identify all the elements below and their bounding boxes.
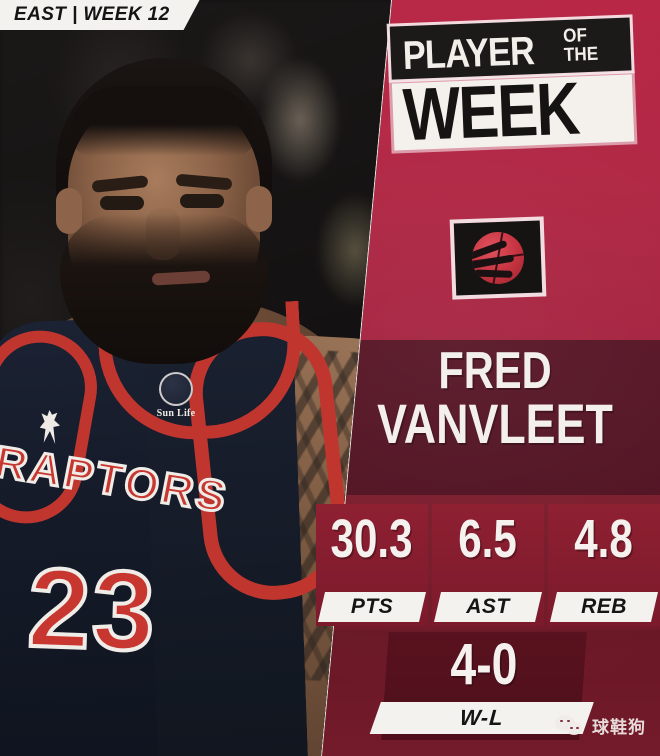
stat-label-ast: AST	[466, 595, 510, 618]
sun-life-mark-icon	[159, 372, 193, 406]
jersey-number: 23	[24, 543, 161, 676]
stat-value-ast: 6.5	[458, 509, 518, 569]
title-of-the-group: OF THE	[562, 25, 602, 67]
player-last-name: VANVLEET	[377, 391, 613, 455]
player-ear-left	[56, 188, 82, 234]
player-photo: Sun Life RAPTORS 23	[0, 0, 392, 756]
stat-label-pts: PTS	[350, 595, 394, 618]
player-ear-right	[246, 186, 272, 232]
title-week-word: WEEK	[401, 66, 581, 157]
watermark-text: 球鞋狗	[592, 718, 646, 738]
player-first-name: FRED	[438, 342, 552, 400]
sun-life-sponsor-patch: Sun Life	[145, 372, 207, 424]
stat-box-ast: 6.5 AST	[432, 504, 544, 626]
stat-box-reb: 4.8 REB	[548, 504, 660, 626]
player-name: FRED VANVLEET	[330, 342, 660, 455]
record-value: 4-0	[450, 632, 518, 697]
title-the-word: THE	[563, 43, 599, 66]
title-lockup: PLAYER OF THE WEEK	[389, 17, 635, 157]
stat-label-bar-ast: AST	[434, 592, 542, 622]
raptors-basketball-icon	[471, 231, 525, 285]
title-bottom-panel: WEEK	[391, 66, 635, 157]
wechat-dot	[576, 726, 579, 729]
team-logo-box	[453, 220, 543, 296]
sun-life-label: Sun Life	[156, 408, 196, 419]
stat-label-bar-reb: REB	[550, 592, 658, 622]
wechat-dot	[560, 719, 563, 722]
stat-value-reb: 4.8	[574, 509, 634, 569]
wechat-bubble-small	[566, 721, 582, 735]
wechat-icon	[555, 714, 585, 737]
player-hairline	[70, 86, 256, 156]
stat-label-bar-pts: PTS	[318, 592, 426, 622]
stat-label-reb: REB	[581, 595, 627, 618]
conference-week-badge: EAST | WEEK 12	[0, 0, 200, 30]
player-eye-left	[100, 196, 144, 210]
player-nose	[146, 208, 180, 260]
stat-value-pts: 30.3	[330, 509, 413, 569]
wechat-dot	[570, 726, 573, 729]
photo-image: Sun Life RAPTORS 23	[0, 0, 391, 756]
wechat-dot	[567, 719, 570, 722]
conference-week-label: EAST | WEEK 12	[14, 4, 170, 25]
stat-box-pts: 30.3 PTS	[316, 504, 428, 626]
watermark: 球鞋狗	[555, 713, 646, 738]
title-player-word: PLAYER	[401, 28, 535, 78]
raptor-claw-mark	[474, 269, 513, 278]
record-label: W-L	[459, 705, 505, 730]
stats-row: 30.3 PTS 6.5 AST 4.8 REB	[316, 504, 660, 626]
player-eye-right	[180, 194, 224, 208]
